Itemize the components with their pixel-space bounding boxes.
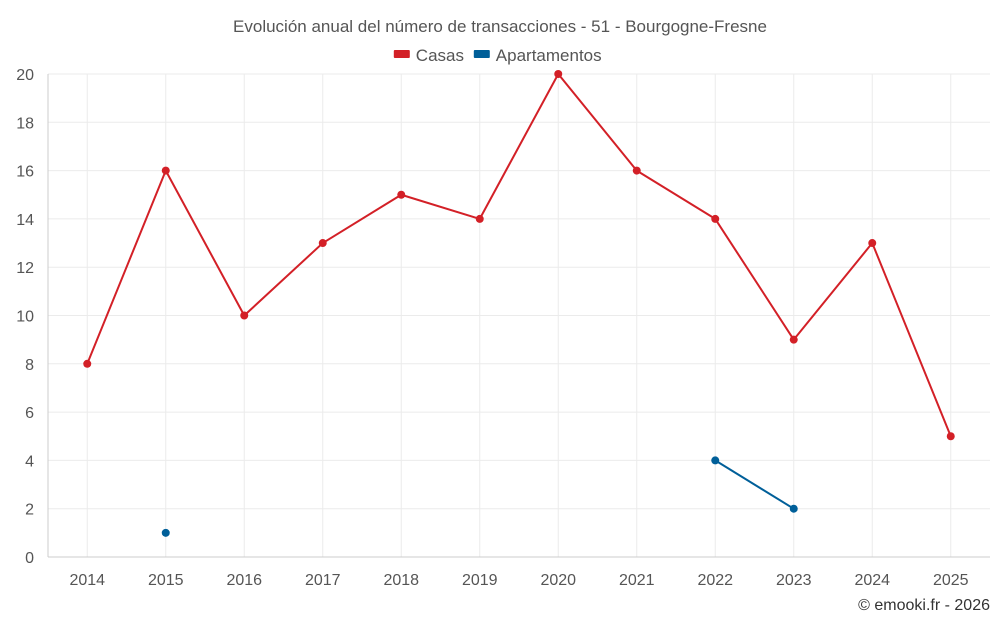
y-tick-label: 14 [16,212,34,229]
y-tick-label: 8 [25,357,34,374]
x-tick-label: 2020 [540,572,576,589]
y-tick-label: 2 [25,502,34,519]
legend-swatch-casas [393,50,410,58]
y-tick-label: 0 [25,550,34,567]
x-tick-label: 2021 [619,572,655,589]
data-point-casas [240,311,249,320]
data-point-casas [554,70,563,78]
series-apartamentos [161,456,798,537]
series-casas [83,70,955,441]
x-tick-label: 2017 [305,572,341,589]
data-point-casas [83,359,92,368]
axes: 0 2 4 6 8 10 12 14 16 18 20 2014 2015 2016 2017 2018 201… [16,67,990,589]
data-point-casas [711,214,720,223]
legend-label-casas: Casas [416,46,464,65]
legend-label-apartamentos: Apartamentos [496,46,602,65]
data-point-apartamentos [161,528,170,537]
legend-swatch-apartamentos [473,50,490,58]
x-tick-label: 2019 [462,572,498,589]
legend-item-casas: Casas [393,46,464,65]
x-tick-label: 2014 [69,572,105,589]
data-point-casas [161,166,170,175]
y-tick-label: 18 [16,115,34,132]
y-tick-label: 10 [16,309,34,326]
series-layer [83,70,955,537]
x-tick-label: 2016 [226,572,262,589]
x-tick-label: 2025 [933,572,969,589]
data-point-casas [397,190,406,199]
credit-text: © emooki.fr - 2026 [858,597,990,614]
legend-item-apartamentos: Apartamentos [473,46,602,65]
y-tick-label: 20 [16,67,34,84]
data-point-casas [789,335,798,344]
x-tick-label: 2015 [148,572,184,589]
y-tick-label: 12 [16,260,34,277]
chart-title: Evolución anual del número de transaccio… [233,17,767,36]
data-point-casas [632,166,641,175]
y-tick-label: 6 [25,405,34,422]
x-tick-label: 2018 [383,572,419,589]
y-tick-label: 16 [16,164,34,181]
x-tick-label: 2023 [776,572,812,589]
series-line-apartamentos [714,459,795,510]
x-tick-label: 2024 [854,572,890,589]
data-point-casas [868,239,877,248]
x-tick-label: 2022 [697,572,733,589]
data-point-casas [475,214,484,223]
data-point-apartamentos [711,456,720,465]
data-point-casas [318,239,327,248]
data-point-casas [946,432,955,441]
data-point-apartamentos [789,504,798,513]
y-tick-label: 4 [25,453,34,470]
series-line-casas [86,73,952,437]
legend: Casas Apartamentos [393,46,602,65]
